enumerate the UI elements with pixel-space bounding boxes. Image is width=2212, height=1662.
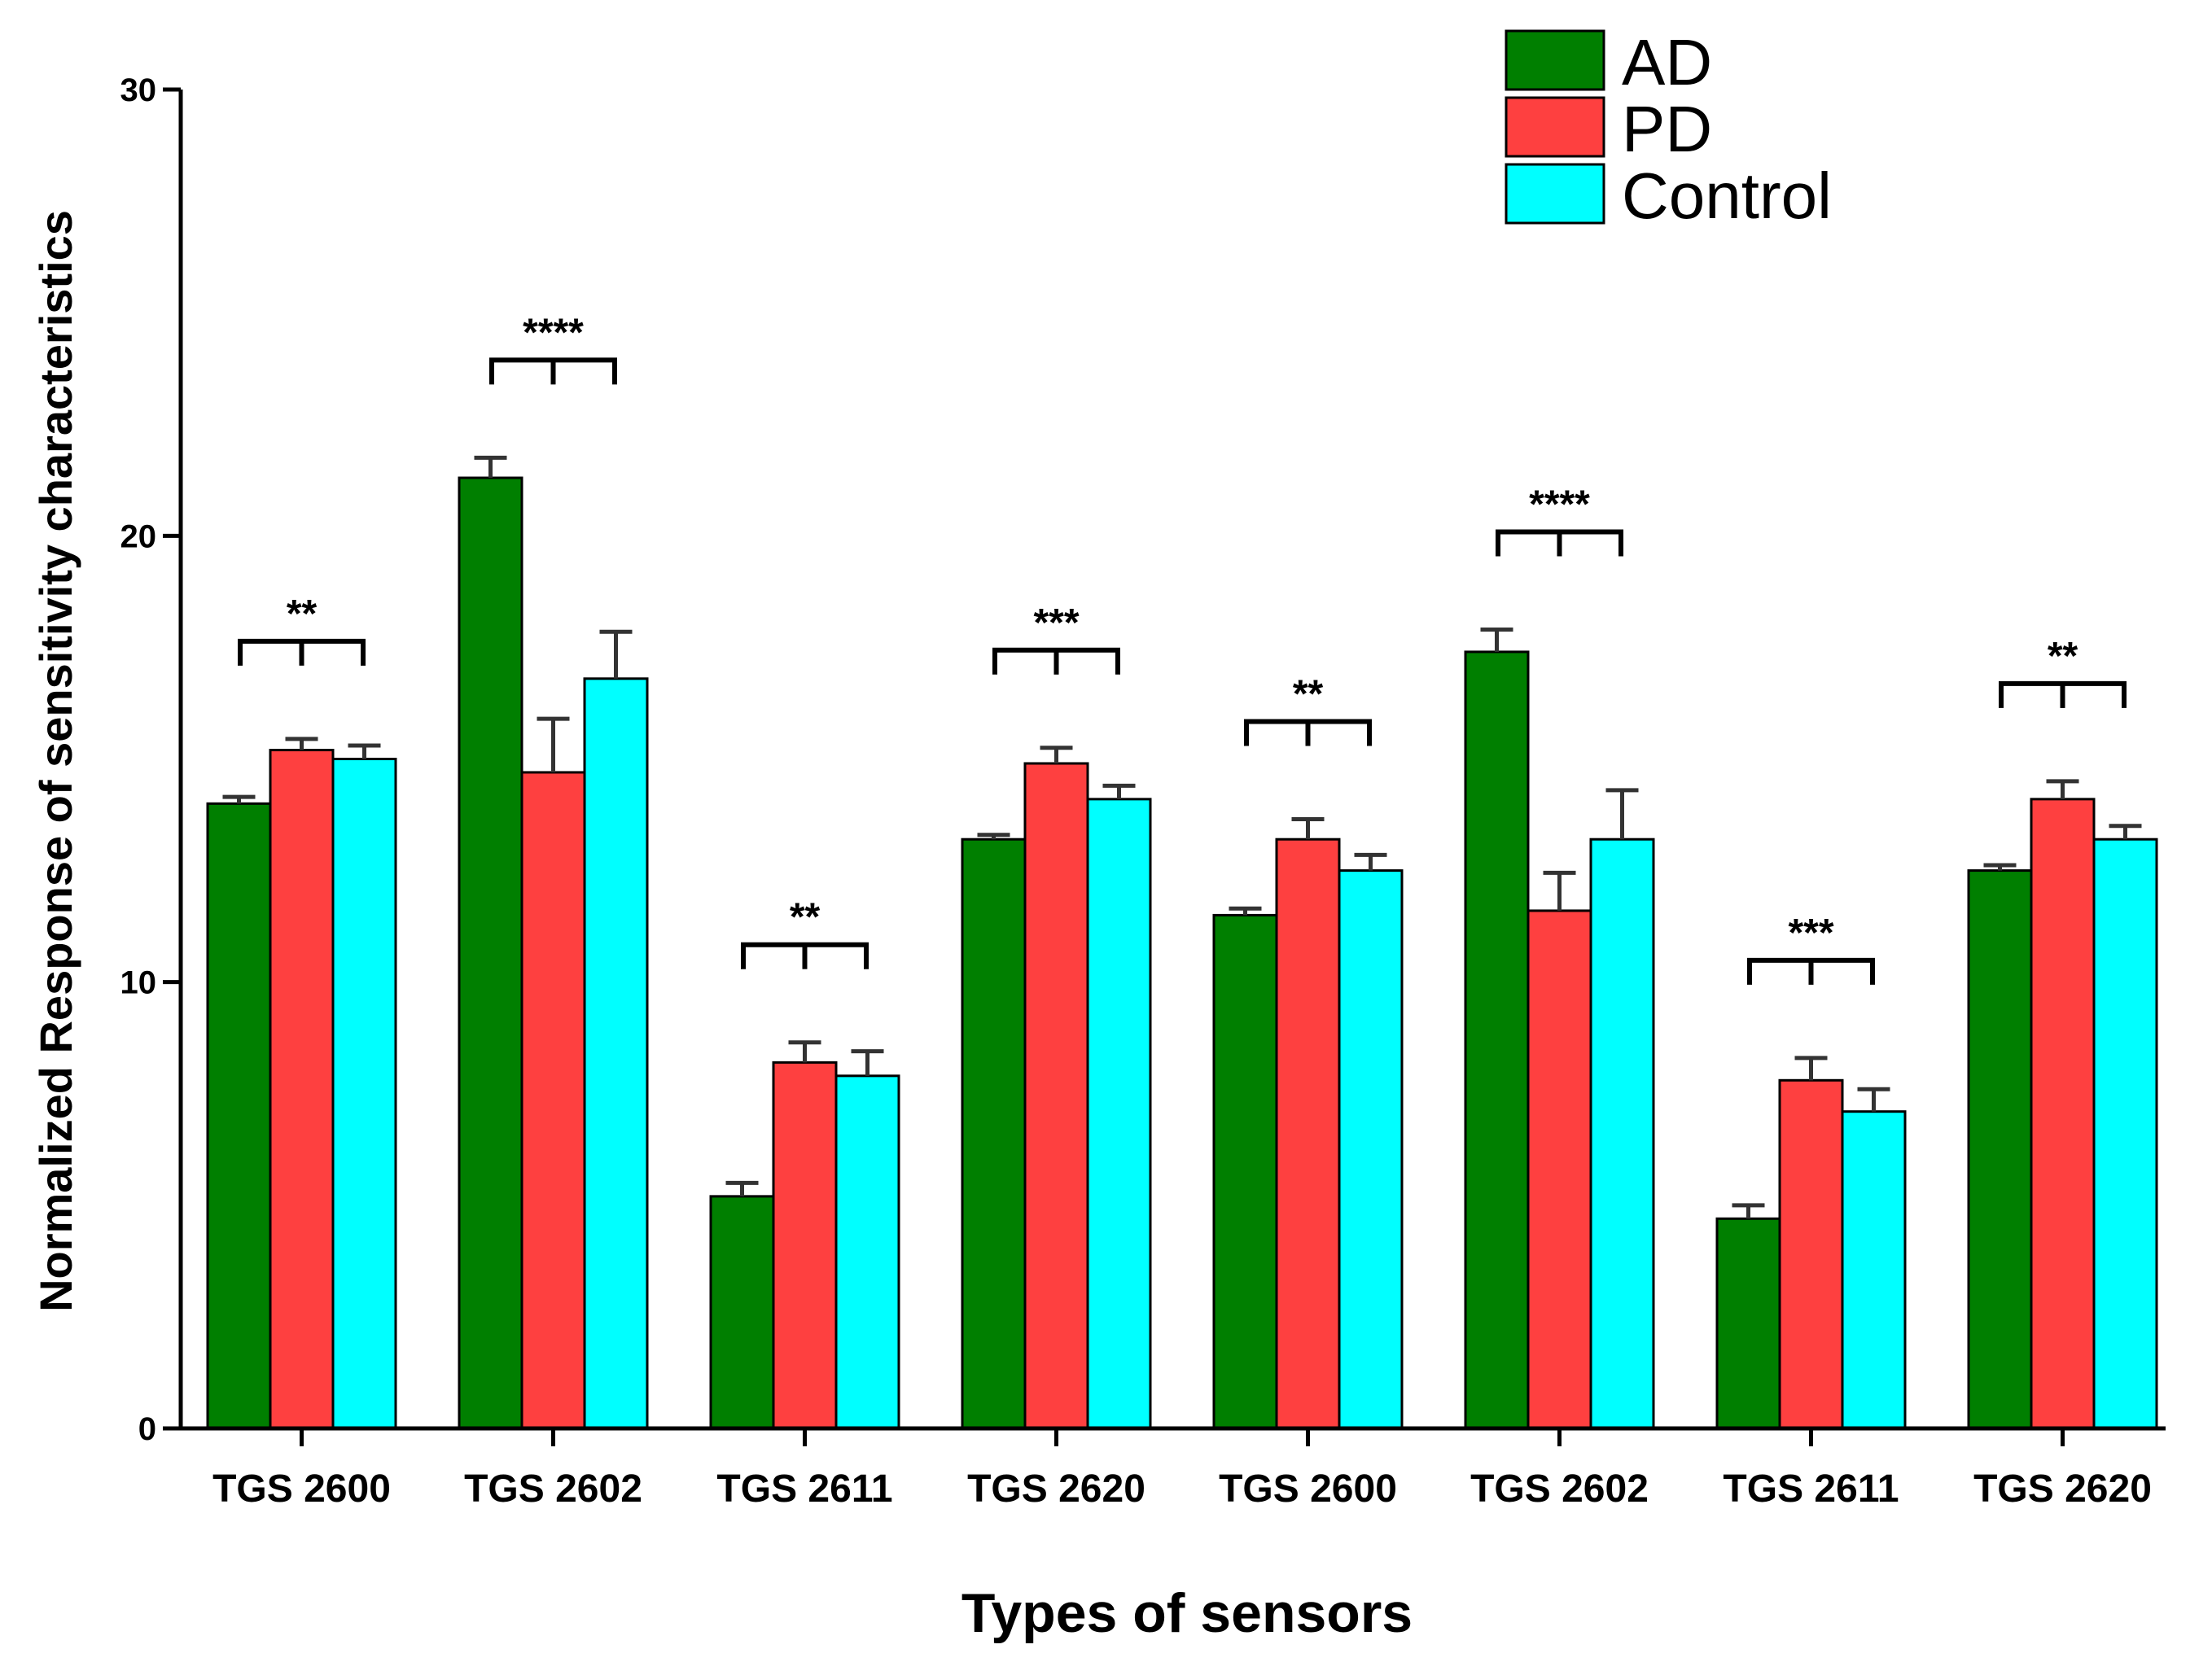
category-label: TGS 2602	[464, 1467, 642, 1511]
bar-pd	[269, 749, 335, 1430]
bar-pd	[1275, 838, 1341, 1430]
significance-bracket	[1747, 957, 1875, 985]
bar-pd	[520, 771, 586, 1430]
legend-swatch-pd	[1505, 96, 1605, 158]
bar-ad	[961, 838, 1027, 1430]
bar-control	[1589, 838, 1655, 1430]
category-label: TGS 2611	[716, 1467, 892, 1511]
bar-control	[583, 677, 649, 1430]
error-bars	[222, 455, 2142, 1219]
significance-label: ****	[1529, 483, 1590, 526]
bar-ad	[1212, 913, 1278, 1430]
legend-label-ad: AD	[1622, 26, 1712, 98]
legend-label-pd: PD	[1622, 93, 1712, 165]
significance-bracket	[1496, 529, 1623, 557]
y-axis-title: Normalized Response of sensitivity chara…	[30, 210, 81, 1312]
bar-pd	[2030, 798, 2096, 1430]
significance-label: **	[790, 896, 821, 939]
significance-bracket	[741, 942, 869, 969]
significance-label: ***	[1033, 601, 1079, 645]
bar-ad	[709, 1195, 775, 1430]
significance-brackets: **********************	[238, 311, 2127, 985]
significance-label: **	[287, 593, 318, 636]
bar-ad	[1967, 869, 2033, 1430]
bar-ad	[206, 802, 272, 1430]
bar-control	[1338, 869, 1404, 1430]
bar-control	[331, 758, 397, 1430]
bar-pd	[1778, 1078, 1844, 1430]
legend-swatch-ad	[1505, 29, 1605, 91]
bar-ad	[1715, 1217, 1781, 1430]
category-label: TGS 2600	[212, 1467, 391, 1511]
axes: 0 10 20 30 TGS 2600 TGS 2602 TGS 2611 TGS 2620 T…	[120, 72, 2166, 1511]
bar-control	[834, 1074, 900, 1430]
category-label: TGS 2620	[967, 1467, 1145, 1511]
category-label: TGS 2620	[1973, 1467, 2152, 1511]
x-axis-title: Types of sensors	[961, 1582, 1413, 1644]
bar-pd	[1526, 909, 1592, 1430]
bar-ad	[458, 476, 523, 1430]
significance-label: ***	[1788, 912, 1833, 955]
y-tick-label: 30	[120, 72, 157, 108]
y-tick-label: 10	[120, 965, 157, 1001]
bar-pd	[1023, 762, 1089, 1430]
category-label: TGS 2611	[1723, 1467, 1899, 1511]
category-label: TGS 2602	[1470, 1467, 1649, 1511]
legend-label-control: Control	[1622, 160, 1832, 232]
y-tick-label: 0	[138, 1411, 156, 1447]
significance-label: **	[2048, 635, 2078, 678]
bar-control	[1841, 1110, 1907, 1430]
bar-control	[2092, 838, 2158, 1430]
significance-label: **	[1293, 673, 1324, 716]
legend-swatch-control	[1505, 163, 1605, 225]
bar-ad	[1464, 650, 1530, 1430]
y-tick-label: 20	[120, 518, 157, 554]
significance-label: ****	[523, 311, 584, 354]
bars	[206, 476, 2158, 1430]
bar-pd	[772, 1061, 838, 1430]
category-label: TGS 2600	[1219, 1467, 1397, 1511]
bar-control	[1086, 798, 1152, 1430]
